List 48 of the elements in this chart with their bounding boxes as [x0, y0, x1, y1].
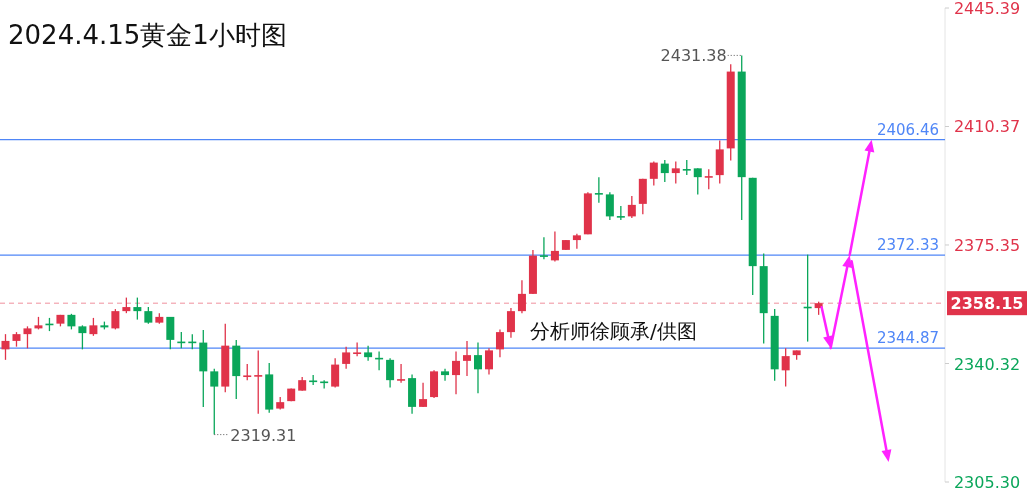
candlestick [517, 279, 526, 314]
candlestick [484, 347, 493, 376]
candlestick [331, 357, 340, 389]
candlestick [23, 325, 32, 349]
ref-line-label: 2372.33 [876, 236, 939, 255]
y-tick-label: 2445.39 [953, 0, 1021, 18]
ref-line-label: 2358.15 [950, 294, 1024, 314]
text: 2024.4.15黄金1小时图 [8, 20, 287, 50]
candlestick [386, 357, 395, 389]
candlestick [1, 333, 10, 361]
ref-line-label: 2344.87 [876, 329, 939, 348]
y-tick-label: 2410.37 [953, 117, 1021, 137]
candlestick [572, 233, 581, 250]
candlestick [419, 382, 428, 408]
candlestick [693, 167, 702, 196]
candlestick [78, 324, 87, 351]
candlestick [397, 363, 406, 384]
y-tick-label: 2340.32 [953, 354, 1021, 374]
annotation: 2319.31 [230, 425, 297, 445]
candlestick [166, 316, 175, 351]
annotation: 2431.38 [660, 46, 727, 66]
candlestick [441, 368, 450, 382]
candlestick [495, 328, 504, 358]
candlestick [133, 296, 142, 321]
ref-line-label: 2406.46 [876, 120, 939, 139]
candlestick [594, 176, 603, 204]
candlestick [364, 344, 373, 362]
candlestick [210, 368, 219, 436]
candlestick [605, 191, 614, 221]
candlestick [463, 340, 472, 377]
y-tick-label: 2305.30 [953, 473, 1021, 489]
candlestick [473, 341, 482, 394]
candlestick [627, 195, 636, 219]
y-tick-label: 2375.35 [953, 235, 1021, 255]
candlestick [539, 236, 548, 261]
candlestick [781, 347, 790, 388]
candlestick [254, 349, 263, 415]
candlestick [506, 307, 515, 339]
candlestick [671, 160, 680, 185]
candlestick [452, 350, 461, 396]
candlestick [111, 308, 120, 331]
annotation: 分析师徐顾承/供图 [530, 319, 697, 343]
candlestick [342, 346, 351, 370]
candlestick [353, 341, 362, 357]
candlestick [649, 160, 658, 187]
candlestick [704, 168, 713, 190]
candlestick [660, 159, 669, 183]
candlestick [550, 230, 559, 263]
